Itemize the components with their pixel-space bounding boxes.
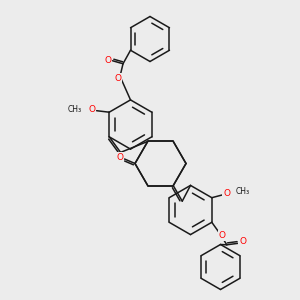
Text: O: O (116, 153, 124, 162)
Text: O: O (114, 74, 122, 83)
Text: O: O (104, 56, 112, 65)
Text: O: O (239, 237, 246, 246)
Text: CH₃: CH₃ (236, 187, 250, 196)
Text: O: O (223, 189, 230, 198)
Text: O: O (219, 231, 226, 240)
Text: CH₃: CH₃ (68, 105, 82, 114)
Text: O: O (88, 105, 96, 114)
